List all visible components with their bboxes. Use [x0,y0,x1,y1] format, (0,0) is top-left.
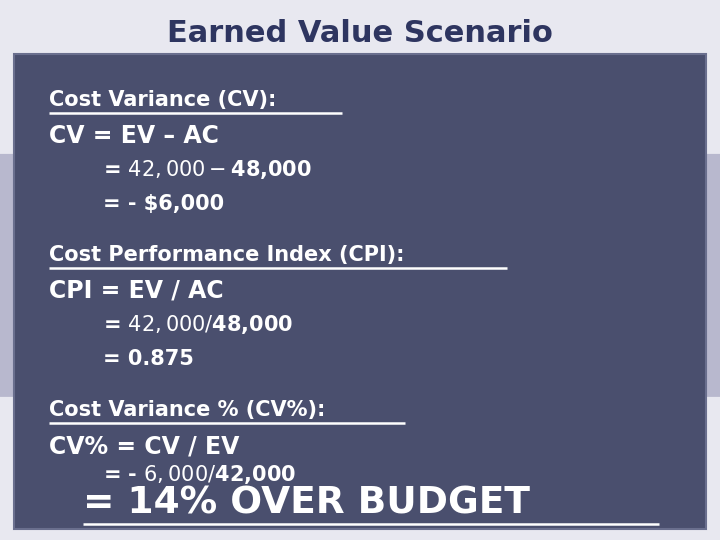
Text: = - $6,000 / $42,000: = - $6,000 / $42,000 [103,463,296,486]
Text: = 0.875: = 0.875 [103,349,194,369]
Text: CPI = EV / AC: CPI = EV / AC [49,279,223,303]
FancyBboxPatch shape [688,154,720,397]
Text: CV = EV – AC: CV = EV – AC [49,124,219,148]
Text: Cost Performance Index (CPI):: Cost Performance Index (CPI): [49,245,404,265]
Text: Cost Variance % (CV%):: Cost Variance % (CV%): [49,401,325,421]
Text: = $42,000 - $48,000: = $42,000 - $48,000 [103,158,312,181]
Text: = 14% OVER BUDGET: = 14% OVER BUDGET [83,485,529,522]
Text: = - $6,000: = - $6,000 [103,194,224,214]
Text: CV% = CV / EV: CV% = CV / EV [49,434,239,458]
Text: Earned Value Scenario: Earned Value Scenario [167,19,553,48]
FancyBboxPatch shape [0,154,32,397]
Text: = $42,000 / $48,000: = $42,000 / $48,000 [103,313,293,336]
FancyBboxPatch shape [14,54,706,529]
Text: Cost Variance (CV):: Cost Variance (CV): [49,90,276,110]
